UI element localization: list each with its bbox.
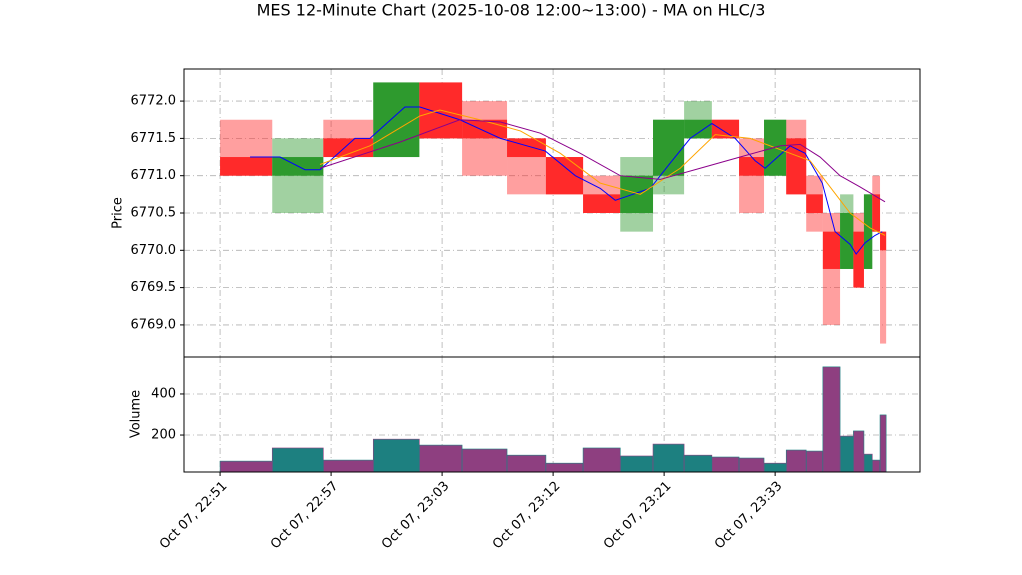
candle-body xyxy=(863,194,873,269)
volume-axis-label: Volume xyxy=(129,390,144,438)
volume-bar xyxy=(879,414,887,473)
volume-bar xyxy=(822,366,841,473)
volume-bar xyxy=(419,444,463,473)
y-tick-label: 6771.0 xyxy=(131,168,177,183)
volume-bar xyxy=(271,447,324,473)
volume-bar xyxy=(711,456,740,473)
y-axis-label: Price xyxy=(111,197,126,229)
y-tick-label: 6770.0 xyxy=(131,243,177,258)
candle-body xyxy=(872,194,881,232)
volume-bar xyxy=(853,430,865,473)
ma-line xyxy=(319,109,886,236)
volume-bar xyxy=(652,443,685,473)
volume-bar xyxy=(582,447,621,473)
candle-body xyxy=(822,231,841,269)
candle-body xyxy=(739,157,765,176)
x-tick-label: Oct 07, 22:57 xyxy=(268,479,341,552)
wick xyxy=(880,231,887,344)
volume-bar xyxy=(619,455,654,473)
candle-body xyxy=(684,119,712,139)
candle-body xyxy=(583,194,621,213)
x-tick-label: Oct 07, 22:51 xyxy=(157,479,230,552)
volume-bar xyxy=(805,450,824,473)
x-tick-label: Oct 07, 23:33 xyxy=(712,479,785,552)
volume-bar xyxy=(372,438,420,473)
candle-body xyxy=(806,194,823,213)
candle-body xyxy=(507,138,546,158)
candle-body xyxy=(880,231,887,251)
y-tick-label: 6772.0 xyxy=(131,94,177,109)
candle-body xyxy=(323,138,374,158)
volume-bar xyxy=(863,453,873,473)
volume-bar xyxy=(545,462,584,473)
chart-title: MES 12-Minute Chart (2025-10-08 12:00~13… xyxy=(257,1,766,20)
volume-bar xyxy=(323,459,374,473)
volume-bar xyxy=(871,459,881,473)
volume-bar xyxy=(839,435,854,473)
volume-bar xyxy=(763,462,787,473)
plot-frame xyxy=(183,356,921,473)
x-tick-label: Oct 07, 23:03 xyxy=(379,479,452,552)
volume-bar xyxy=(461,448,508,473)
volume-bar xyxy=(738,457,765,473)
candle-body xyxy=(462,119,508,139)
candle-body xyxy=(711,119,740,139)
y-tick-label: 6771.5 xyxy=(131,131,177,146)
x-tick-label: Oct 07, 23:12 xyxy=(490,479,563,552)
y-tick-label: 200 xyxy=(151,428,176,443)
candle-body xyxy=(373,82,420,158)
ma-line xyxy=(319,119,886,203)
candle-body xyxy=(853,231,864,288)
candle-body xyxy=(545,157,584,195)
y-tick-label: 400 xyxy=(151,386,176,401)
ma-line xyxy=(250,106,883,255)
y-tick-label: 6769.5 xyxy=(131,280,177,295)
volume-bar xyxy=(506,454,547,473)
candle-body xyxy=(653,119,685,176)
y-tick-label: 6770.5 xyxy=(131,206,177,221)
candle-body xyxy=(220,157,273,176)
volume-bar xyxy=(219,460,273,473)
volume-bar xyxy=(785,449,807,473)
candle-body xyxy=(620,175,654,213)
volume-bar xyxy=(683,454,713,473)
candle-body xyxy=(786,138,807,195)
y-tick-label: 6769.0 xyxy=(131,317,177,332)
x-tick-label: Oct 07, 23:21 xyxy=(601,479,674,552)
